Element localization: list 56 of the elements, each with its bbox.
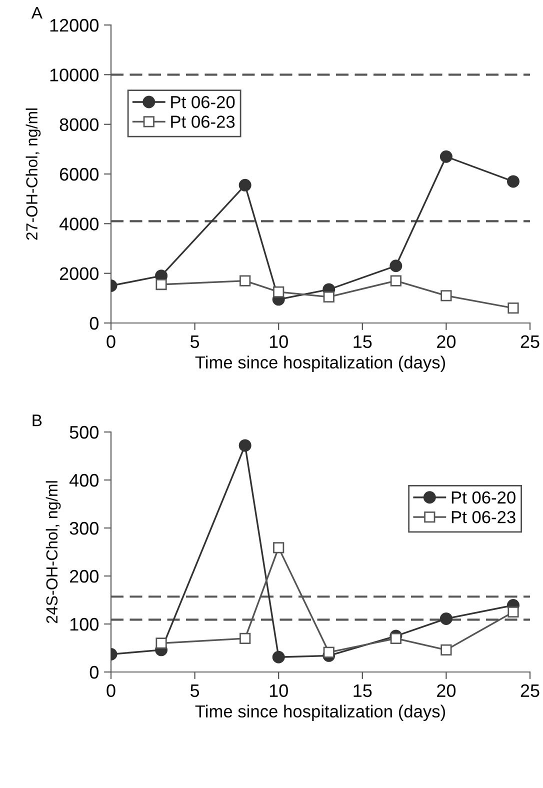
- legend-label: Pt 06-20: [171, 96, 235, 108]
- point: [440, 612, 452, 625]
- point: [390, 632, 402, 644]
- y-axis-title: 27-OH-Chol, ng/ml: [26, 108, 41, 240]
- y-tick-label: 12000: [50, 18, 98, 32]
- point: [156, 638, 167, 649]
- y-tick-label: 6000: [60, 168, 98, 181]
- point: [240, 632, 251, 644]
- point: [323, 646, 334, 658]
- y-tick-label: 8000: [60, 118, 98, 132]
- chart-title: B: [32, 414, 42, 426]
- x-tick-label: 15: [354, 335, 372, 348]
- y-tick-label: 2000: [60, 267, 98, 280]
- point: [440, 290, 452, 302]
- legend-label: Pt 06-20: [452, 491, 516, 504]
- x-tick-label: 25: [520, 335, 540, 348]
- x-axis-title: Time since hospitalization (days): [195, 704, 446, 721]
- y-tick-label: 0: [90, 666, 98, 679]
- point: [272, 650, 285, 664]
- x-axis-title: Time since hospitalization (days): [195, 356, 446, 372]
- y-tick-label: 300: [70, 522, 98, 535]
- point: [273, 286, 284, 298]
- y-tick-label: 4000: [59, 218, 98, 230]
- point: [156, 278, 167, 290]
- x-tick-label: 5: [190, 684, 200, 698]
- point: [390, 275, 402, 286]
- y-tick-label: 400: [69, 474, 98, 487]
- y-tick-label: 100: [70, 618, 98, 631]
- x-tick-label: 15: [354, 684, 372, 698]
- x-tick-label: 20: [437, 335, 456, 348]
- x-tick-label: 10: [270, 335, 288, 348]
- x-tick-label: 10: [270, 684, 288, 698]
- legend-label: Pt 06-23: [171, 116, 235, 128]
- x-tick-label: 25: [520, 684, 540, 698]
- point: [238, 439, 252, 452]
- point: [508, 606, 519, 618]
- x-tick-label: 20: [437, 684, 456, 698]
- point: [273, 542, 284, 554]
- point: [440, 150, 452, 163]
- y-tick-label: 0: [90, 316, 98, 330]
- y-tick-label: 200: [70, 570, 98, 583]
- point: [323, 291, 334, 302]
- point: [240, 275, 251, 286]
- chart-title: A: [31, 7, 42, 19]
- point: [440, 644, 452, 656]
- y-tick-label: 500: [70, 426, 98, 439]
- x-tick-label: 5: [190, 335, 200, 348]
- point: [238, 178, 252, 192]
- y-tick-label: 10000: [50, 68, 98, 82]
- x-tick-label: 0: [106, 684, 116, 698]
- point: [506, 175, 520, 188]
- x-tick-label: 0: [106, 335, 116, 348]
- point: [390, 260, 402, 272]
- legend-label: Pt 06-23: [452, 510, 516, 524]
- y-axis-title: 24S-OH-Chol, ng/ml: [46, 481, 61, 624]
- point: [508, 302, 519, 314]
